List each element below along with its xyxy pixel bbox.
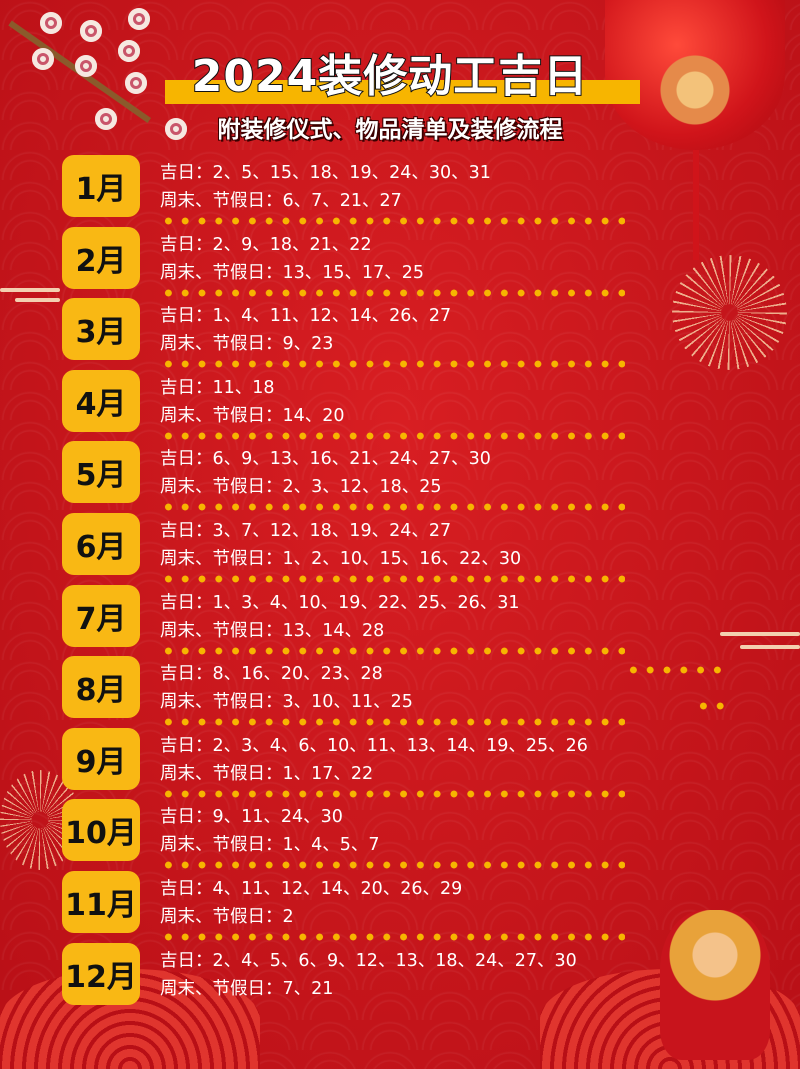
- child-riding-dragon-icon: [660, 910, 770, 1060]
- month-row: 4月 吉日：11、18 周末、节假日：14、20: [0, 369, 800, 442]
- dotted-divider: [160, 718, 625, 727]
- month-row: 5月 吉日：6、9、13、16、21、24、27、30 周末、节假日：2、3、12、…: [0, 441, 800, 513]
- lucky-days: 吉日：3、7、12、18、19、24、27: [160, 521, 452, 541]
- weekend-holidays: 周末、节假日：1、17、22: [160, 763, 374, 784]
- weekend-holidays: 周末、节假日：3、10、11、25: [160, 692, 413, 713]
- lucky-days: 吉日：11、18: [160, 377, 275, 398]
- month-row: 10月 吉日：9、11、24、30 周末、节假日：1、4、5、7: [0, 799, 800, 871]
- lucky-days: 吉日：2、5、15、18、19、24、30、31: [160, 163, 491, 183]
- page-subtitle: 附装修仪式、物品清单及装修流程: [217, 116, 563, 143]
- month-row: 7月 吉日：1、3、4、10、19、22、25、26、31 周末、节假日：13、14…: [0, 584, 800, 657]
- month-row: 3月 吉日：1、4、11、12、14、26、27 周末、节假日：9、23: [0, 298, 800, 370]
- plum-blossom-icon: [75, 55, 97, 77]
- month-badge: 5月: [62, 441, 140, 504]
- page-title: 2024装修动工吉日: [191, 50, 589, 103]
- dotted-divider: [160, 789, 625, 798]
- month-badge: 11月: [62, 871, 140, 933]
- lucky-days: 吉日：6、9、13、16、21、24、27、30: [160, 449, 491, 470]
- lucky-days: 吉日：1、4、11、12、14、26、27: [160, 306, 452, 327]
- weekend-holidays: 周末、节假日：7、21: [160, 978, 334, 999]
- lucky-days: 吉日：2、9、18、21、22: [160, 234, 372, 255]
- dotted-divider: [160, 575, 625, 583]
- dotted-divider: [160, 646, 625, 655]
- weekend-holidays: 周末、节假日：6、7、21、27: [160, 191, 402, 211]
- month-badge: 8月: [62, 656, 140, 719]
- weekend-holidays: 周末、节假日：13、14、28: [160, 620, 385, 641]
- weekend-holidays: 周末、节假日：9、23: [160, 334, 334, 355]
- dotted-divider: [160, 933, 625, 941]
- month-badge: 6月: [62, 513, 140, 575]
- lantern-tassel: [693, 150, 699, 260]
- plum-blossom-icon: [118, 40, 140, 62]
- plum-blossom-icon: [80, 20, 102, 42]
- month-badge: 2月: [62, 226, 140, 289]
- month-badge: 7月: [62, 584, 140, 647]
- month-badge: 9月: [62, 727, 140, 790]
- dotted-divider: [160, 288, 625, 297]
- dotted-divider: [160, 431, 625, 440]
- dots-decoration: [695, 702, 729, 710]
- weekend-holidays: 周末、节假日：14、20: [160, 405, 345, 426]
- month-badge: 3月: [62, 298, 140, 361]
- lucky-days: 吉日：8、16、20、23、28: [160, 664, 383, 685]
- dots-decoration: [625, 666, 725, 674]
- dotted-divider: [160, 861, 625, 870]
- dotted-divider: [160, 217, 625, 225]
- dragon-mascot-icon: [640, 45, 740, 145]
- month-row: 8月 吉日：8、16、20、23、28 周末、节假日：3、10、11、25: [0, 656, 800, 728]
- month-row: 12月 吉日：2、4、5、6、9、12、13、18、24、27、30 周末、节假日：…: [0, 942, 800, 1015]
- month-row: 6月 吉日：3、7、12、18、19、24、27 周末、节假日：1、2、10、15、…: [0, 513, 800, 585]
- weekend-holidays: 周末、节假日：2、3、12、18、25: [160, 477, 442, 498]
- cloud-icon: [0, 288, 60, 292]
- plum-blossom-icon: [40, 12, 62, 34]
- lucky-days: 吉日：2、4、5、6、9、12、13、18、24、27、30: [160, 950, 577, 971]
- lucky-days: 吉日：4、11、12、14、20、26、29: [160, 879, 463, 899]
- month-row: 2月 吉日：2、9、18、21、22 周末、节假日：13、15、17、25: [0, 226, 800, 299]
- title-highlight-bar: [165, 80, 640, 104]
- month-badge: 4月: [62, 369, 140, 432]
- lucky-days: 吉日：1、3、4、10、19、22、25、26、31: [160, 592, 520, 613]
- cloud-icon: [15, 298, 60, 302]
- dotted-divider: [160, 360, 625, 369]
- month-badge: 10月: [62, 799, 140, 862]
- weekend-holidays: 周末、节假日：13、15、17、25: [160, 262, 425, 283]
- plum-blossom-icon: [32, 48, 54, 70]
- month-badge: 12月: [62, 942, 140, 1005]
- weekend-holidays: 周末、节假日：2: [160, 907, 294, 927]
- firework-icon: [672, 255, 787, 370]
- month-row: 9月 吉日：2、3、4、6、10、11、13、14、19、25、26 周末、节假日：…: [0, 727, 800, 800]
- cloud-icon: [740, 645, 800, 649]
- month-row: 11月 吉日：4、11、12、14、20、26、29 周末、节假日：2: [0, 871, 800, 943]
- cloud-icon: [720, 632, 800, 636]
- weekend-holidays: 周末、节假日：1、2、10、15、16、22、30: [160, 549, 522, 569]
- plum-blossom-icon: [165, 118, 187, 140]
- lucky-days: 吉日：2、3、4、6、10、11、13、14、19、25、26: [160, 735, 588, 756]
- dotted-divider: [160, 503, 625, 512]
- weekend-holidays: 周末、节假日：1、4、5、7: [160, 835, 380, 856]
- month-row: 1月 吉日：2、5、15、18、19、24、30、31 周末、节假日：6、7、21、…: [0, 155, 800, 227]
- plum-blossom-icon: [95, 108, 117, 130]
- plum-blossom-icon: [125, 72, 147, 94]
- month-badge: 1月: [62, 155, 140, 217]
- lucky-days: 吉日：9、11、24、30: [160, 807, 343, 828]
- plum-blossom-icon: [128, 8, 150, 30]
